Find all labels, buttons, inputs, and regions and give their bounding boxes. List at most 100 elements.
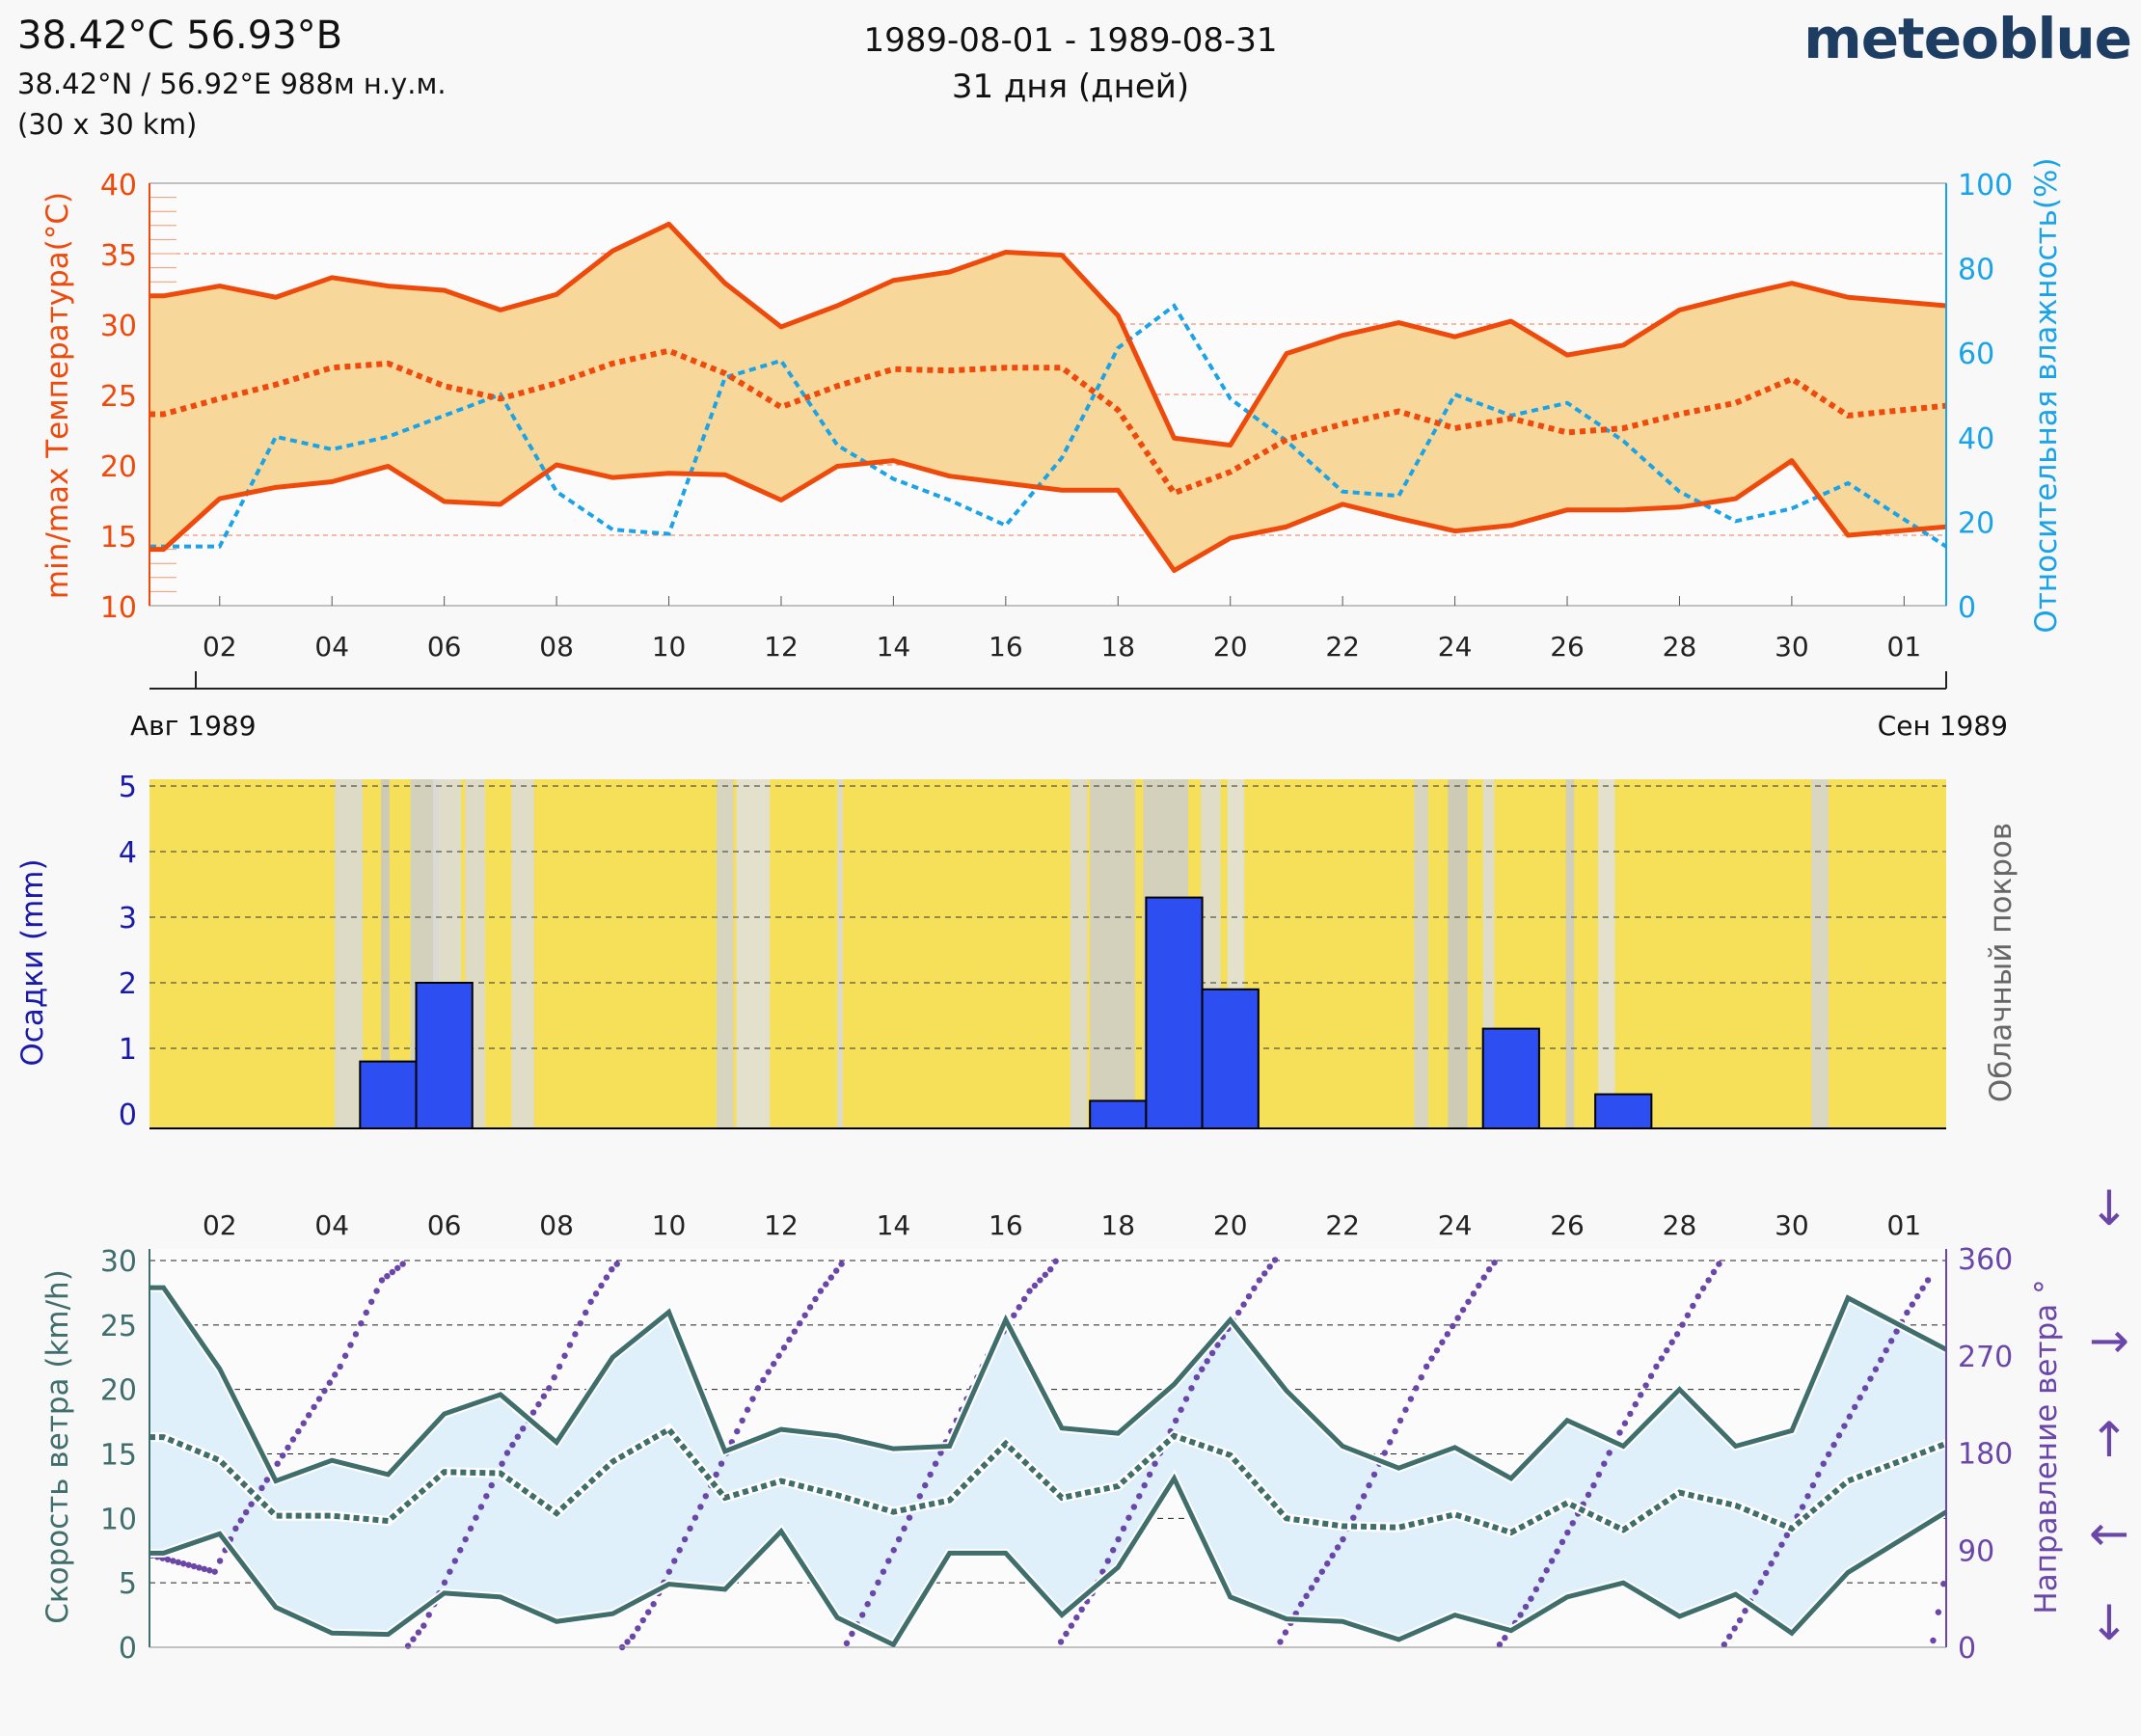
cloud-cover-band [717,779,734,1128]
wind-direction-dot [185,1561,192,1568]
wind-direction-dot [1653,1363,1660,1370]
day-tick-label: 24 [1438,631,1473,663]
cloud-cover-band [381,779,390,1128]
wind-direction-dot [1872,1366,1880,1372]
wind-direction-dot [1104,1558,1111,1564]
wind-direction-dot [341,1352,349,1359]
wind-direction-dot [1694,1292,1701,1300]
wind-direction-dot [399,1261,406,1267]
wind-direction-dot [1476,1282,1482,1289]
day-count: 31 дня (дней) [951,68,1190,106]
wind-direction-dot [791,1328,799,1335]
wind-direction-dot [812,1295,819,1303]
day-tick-label: 06 [427,1209,462,1241]
wind-direction-dot [1152,1460,1158,1467]
wind-axis-label: Скорость ветра (km/h) [41,1269,75,1624]
wind-direction-dot [1564,1529,1571,1536]
wind-tick-label: 20 [100,1374,137,1408]
precip-bar [1089,1099,1148,1130]
wind-direction-dot [441,1579,448,1587]
wind-direction-dot [880,1568,887,1575]
wind-direction-dot [1757,1579,1764,1587]
wind-range-fill [149,1288,1946,1645]
wind-direction-dot [279,1452,286,1459]
wind-direction-dot [1742,1608,1748,1614]
wind-direction-dot [1199,1366,1206,1372]
temp-range-fill [149,224,1946,571]
wind-direction-dot [1245,1292,1253,1300]
wind-direction-dot [305,1412,312,1419]
wind-direction-dot [1340,1535,1346,1543]
wind-direction-dot [577,1319,583,1327]
wind-direction-dot [295,1427,302,1435]
wind-direction-dot [786,1336,793,1343]
wind-direction-dot [1360,1493,1368,1500]
wind-direction-dot [1047,1265,1054,1273]
wind-direction-dot [770,1360,777,1368]
wind-direction-dot [859,1612,866,1618]
direction-arrow-icon: ↓ [2089,1180,2129,1236]
wind-direction-dot [937,1450,944,1456]
wind-direction-dot [373,1288,380,1294]
wind-direction-dot [483,1493,490,1500]
wind-direction-dot [1768,1560,1775,1567]
day-tick-label: 04 [314,631,349,663]
wind-direction-dot [650,1601,657,1608]
wind-direction-dot [697,1504,704,1510]
grid-resolution: (30 x 30 km) [17,108,198,141]
wind-direction-dot [1444,1331,1451,1338]
day-tick-label: 16 [989,1209,1023,1241]
wind-direction-dot [332,1371,339,1378]
wind-direction-dot [404,1642,412,1649]
wind-direction-dot [1407,1396,1415,1402]
wind-direction-dot [1099,1568,1106,1575]
temp-tick-label: 30 [100,310,137,343]
wind-direction-dot [1940,1581,1947,1587]
wind-direction-dot [1073,1614,1080,1621]
day-tick-label: 26 [1550,1209,1585,1241]
wind-direction-dot [514,1433,522,1440]
wind-direction-dot [1846,1413,1854,1420]
wind-direction-dot [216,1558,224,1564]
wind-tick-label: 10 [100,1503,137,1536]
wind-direction-dot [827,1274,834,1281]
wind-direction-dot [1496,1641,1504,1648]
day-tick-label: 06 [427,631,462,663]
direction-tick-label: 180 [1958,1438,2013,1472]
location-coordinates: 38.42°C 56.93°B [17,14,343,58]
wind-direction-dot [713,1471,719,1478]
temp-min-line [149,458,1947,573]
wind-direction-dot [378,1277,386,1284]
wind-direction-dot [1658,1355,1666,1362]
direction-arrow-icon: ← [2089,1505,2129,1561]
wind-direction-dot [1423,1363,1430,1370]
wind-direction-dot [1240,1301,1247,1308]
cloud-cover-band [1414,779,1428,1128]
wind-direction-dot [927,1471,934,1478]
humidity-axis-label: Относительная влажность(%) [2029,157,2064,633]
direction-tick-label: 270 [1958,1341,2013,1374]
wind-direction-dot [1861,1385,1869,1392]
wind-direction-dot [1324,1560,1331,1567]
wind-direction-dot [1314,1576,1320,1584]
wind-direction-dot [1020,1295,1028,1303]
cloud-axis-label: Облачный покров [1984,823,2019,1102]
wind-direction-dot [1297,1601,1305,1608]
day-tick-label: 26 [1550,631,1585,663]
wind-direction-dot [1590,1481,1597,1489]
wind-direction-dot [1068,1622,1075,1629]
wind-direction-dot [1726,1633,1733,1641]
wind-direction-dot [1919,1285,1926,1291]
humidity-tick-label: 0 [1958,591,1976,625]
wind-direction-dot [1208,1349,1216,1357]
day-tick-label: 24 [1438,1209,1473,1241]
day-tick-label: 04 [314,1209,349,1241]
wind-direction-dot [1396,1417,1404,1424]
wind-direction-dot [180,1560,187,1567]
wind-direction-dot [1392,1427,1398,1435]
wind-direction-dot [1664,1346,1670,1354]
day-tick-label: 08 [539,1209,574,1241]
wind-direction-dot [797,1319,803,1327]
wind-direction-dot [1172,1417,1179,1424]
wind-direction-dot [718,1460,725,1467]
